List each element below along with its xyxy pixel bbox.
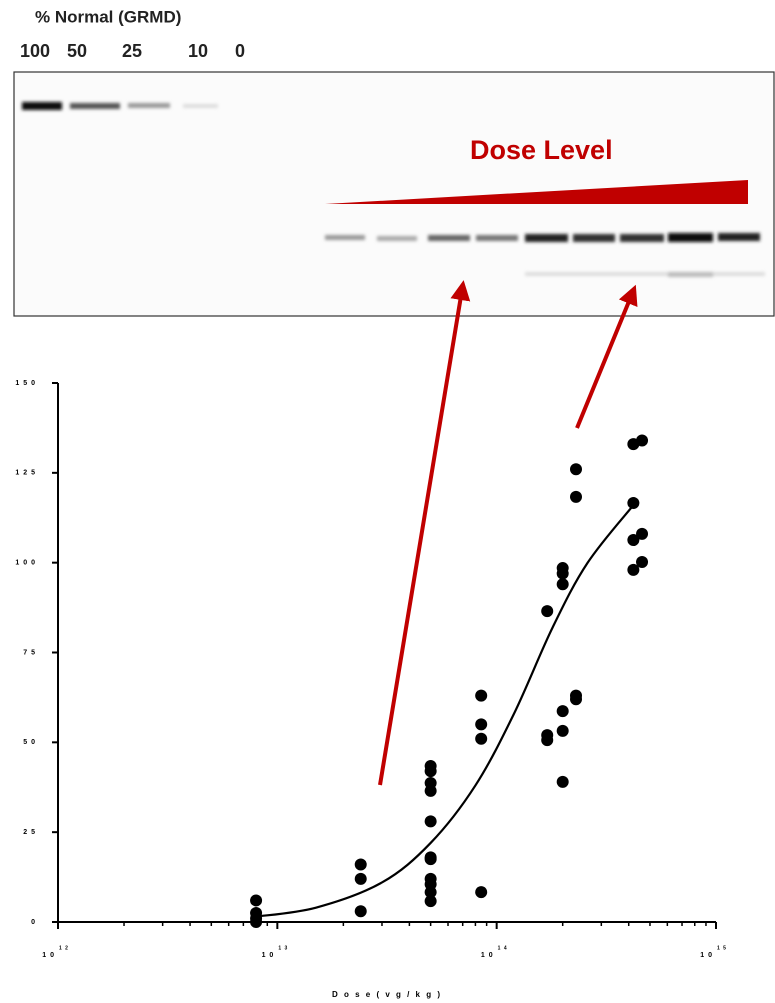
data-point — [570, 463, 582, 475]
data-point — [250, 916, 262, 928]
data-point — [475, 718, 487, 730]
x-tick-superscript: 1 4 — [498, 945, 508, 951]
y-tick-label: 2 5 — [23, 829, 36, 836]
data-point — [425, 895, 437, 907]
page: % Normal (GRMD) 100 50 25 10 0 Dose Leve… — [0, 0, 775, 1003]
lane-label: 0 — [235, 41, 245, 61]
x-tick-label: 1 0 — [700, 952, 713, 959]
y-tick-label: 1 5 0 — [15, 380, 36, 387]
data-point — [355, 859, 367, 871]
fit-curve — [256, 505, 633, 916]
data-point — [570, 491, 582, 503]
x-tick-label: 1 0 — [262, 952, 275, 959]
data-point — [541, 734, 553, 746]
data-point — [627, 497, 639, 509]
data-point — [425, 765, 437, 777]
data-point — [425, 785, 437, 797]
figure: % Normal (GRMD) 100 50 25 10 0 Dose Leve… — [0, 0, 775, 1003]
lane-label: 100 — [20, 41, 50, 61]
lane-label: 10 — [188, 41, 208, 61]
data-point — [541, 605, 553, 617]
data-point — [475, 733, 487, 745]
y-tick-label: 7 5 — [23, 649, 36, 656]
data-point — [557, 567, 569, 579]
data-point — [475, 690, 487, 702]
plot: 02 55 07 51 0 01 2 51 5 01 01 21 01 31 0… — [15, 380, 727, 959]
data-point — [636, 434, 648, 446]
dose-label: Dose Level — [470, 135, 613, 165]
x-axis-label: D o s e ( v g / k g ) — [332, 990, 442, 999]
x-tick-label: 1 0 — [481, 952, 494, 959]
arrow — [380, 290, 462, 785]
data-point — [475, 886, 487, 898]
y-tick-label: 1 0 0 — [15, 560, 36, 567]
data-point — [557, 705, 569, 717]
data-point — [557, 776, 569, 788]
y-tick-label: 5 0 — [23, 739, 36, 746]
blot-title: % Normal (GRMD) — [35, 7, 181, 26]
y-tick-label: 1 2 5 — [15, 470, 36, 477]
data-point — [570, 693, 582, 705]
data-point — [636, 556, 648, 568]
data-point — [425, 853, 437, 865]
data-point — [425, 815, 437, 827]
lane-label: 50 — [67, 41, 87, 61]
data-point — [355, 873, 367, 885]
data-point — [250, 894, 262, 906]
x-tick-superscript: 1 2 — [59, 945, 69, 951]
data-point — [557, 725, 569, 737]
x-tick-superscript: 1 5 — [717, 945, 727, 951]
x-tick-label: 1 0 — [42, 952, 55, 959]
x-tick-superscript: 1 3 — [278, 945, 288, 951]
data-point — [636, 528, 648, 540]
data-point — [557, 578, 569, 590]
lane-label: 25 — [122, 41, 142, 61]
y-tick-label: 0 — [31, 919, 36, 926]
data-point — [355, 905, 367, 917]
